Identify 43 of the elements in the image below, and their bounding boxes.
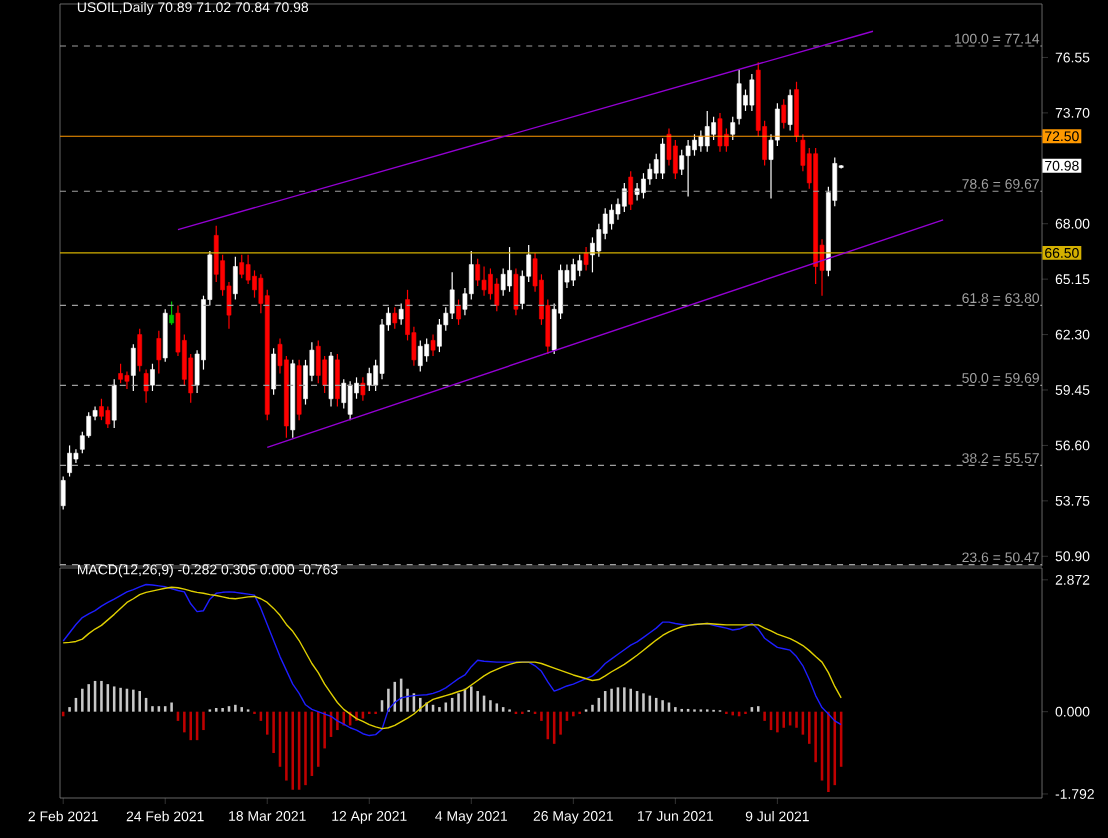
candlestick xyxy=(749,73,755,112)
candlestick xyxy=(105,405,111,429)
candlestick xyxy=(583,246,589,272)
candlestick xyxy=(513,267,519,316)
candlestick xyxy=(507,246,512,293)
candlestick xyxy=(271,347,276,396)
candlestick xyxy=(335,353,340,408)
candlestick xyxy=(130,343,136,392)
candlestick xyxy=(787,88,793,131)
candlestick xyxy=(347,380,353,421)
candlestick xyxy=(67,444,72,478)
candlestick xyxy=(111,378,117,429)
candlestick xyxy=(481,265,487,297)
candlestick xyxy=(137,328,143,373)
candlestick xyxy=(124,370,130,390)
candlestick xyxy=(781,98,787,130)
candlestick xyxy=(628,170,634,211)
candlestick xyxy=(609,203,614,231)
candlestick xyxy=(143,368,149,404)
candlestick xyxy=(233,256,238,301)
candlestick xyxy=(99,398,104,421)
candlestick xyxy=(398,302,404,326)
candlestick xyxy=(392,306,398,330)
candlestick xyxy=(698,129,704,153)
candlestick xyxy=(169,300,174,326)
candlestick xyxy=(162,308,168,363)
candlestick xyxy=(685,139,691,198)
candlestick xyxy=(456,298,461,326)
candlestick xyxy=(328,351,334,408)
candlestick xyxy=(118,363,123,384)
candlestick xyxy=(366,367,372,392)
candlestick xyxy=(360,376,366,402)
candlestick xyxy=(417,339,423,373)
candlestick xyxy=(660,137,665,180)
candlestick xyxy=(622,182,627,213)
candlestick xyxy=(430,333,436,357)
candlestick xyxy=(60,475,66,511)
candlestick xyxy=(239,254,245,279)
candlestick xyxy=(570,258,576,287)
candlestick xyxy=(704,110,710,153)
candlestick xyxy=(150,363,155,392)
candlestick xyxy=(717,112,723,153)
candlestick xyxy=(156,330,162,375)
